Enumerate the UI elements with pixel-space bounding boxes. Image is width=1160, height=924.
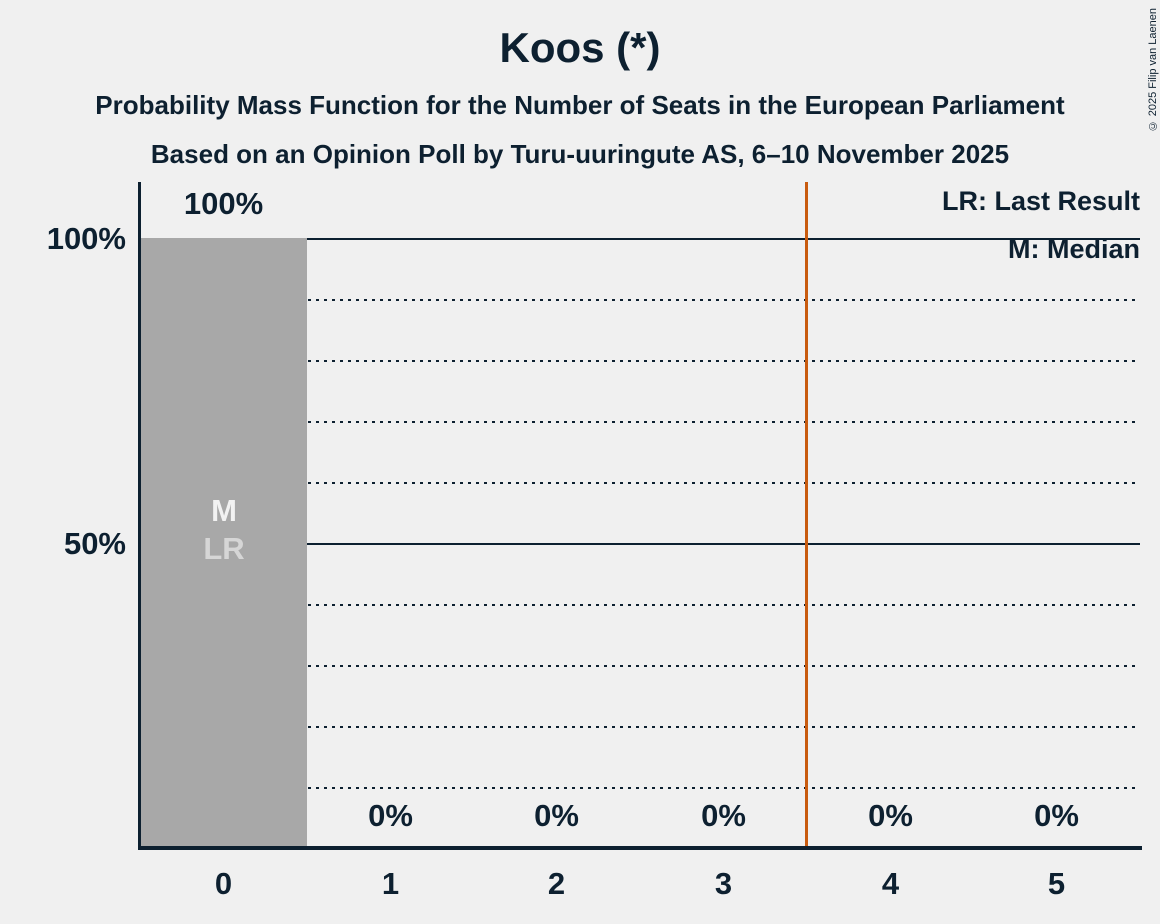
bar-2-value-label: 0% <box>534 798 579 833</box>
gridline-40pct <box>140 604 1140 606</box>
chart-poll-source: Based on an Opinion Poll by Turu-uuringu… <box>150 139 1010 169</box>
legend-median: M: Median <box>1008 234 1140 264</box>
x-tick-3: 3 <box>714 866 733 901</box>
gridline-80pct <box>140 360 1140 362</box>
last-result-marker: LR <box>203 531 245 566</box>
bar-5-value-label: 0% <box>1034 798 1079 833</box>
bar-1-value-label: 0% <box>368 798 413 833</box>
gridline-70pct <box>140 421 1140 423</box>
gridline-30pct <box>140 665 1140 667</box>
gridline-100pct <box>140 238 1140 240</box>
bar-4-value-label: 0% <box>868 798 913 833</box>
median-marker: M <box>211 493 237 528</box>
x-tick-0: 0 <box>214 866 233 901</box>
y-axis-line <box>138 182 141 850</box>
bar-0-seats <box>141 238 307 846</box>
gridline-50pct <box>140 543 1140 545</box>
x-tick-5: 5 <box>1047 866 1066 901</box>
bar-3-value-label: 0% <box>701 798 746 833</box>
gridline-10pct <box>140 787 1140 789</box>
chart-title: Koos (*) <box>499 24 661 71</box>
x-axis-line <box>138 846 1142 850</box>
x-tick-2: 2 <box>547 866 566 901</box>
bar-0-value-label: 100% <box>183 186 264 221</box>
chart-subtitle: Probability Mass Function for the Number… <box>95 90 1065 120</box>
threshold-line <box>805 182 808 848</box>
gridline-20pct <box>140 726 1140 728</box>
copyright-notice: © 2025 Filip van Laenen <box>1147 8 1159 132</box>
y-tick-50: 50% <box>63 526 126 561</box>
legend-last-result: LR: Last Result <box>941 186 1140 216</box>
y-tick-100: 100% <box>46 221 126 256</box>
x-tick-1: 1 <box>381 866 400 901</box>
gridline-90pct <box>140 299 1140 301</box>
gridline-60pct <box>140 482 1140 484</box>
x-tick-4: 4 <box>881 866 900 901</box>
